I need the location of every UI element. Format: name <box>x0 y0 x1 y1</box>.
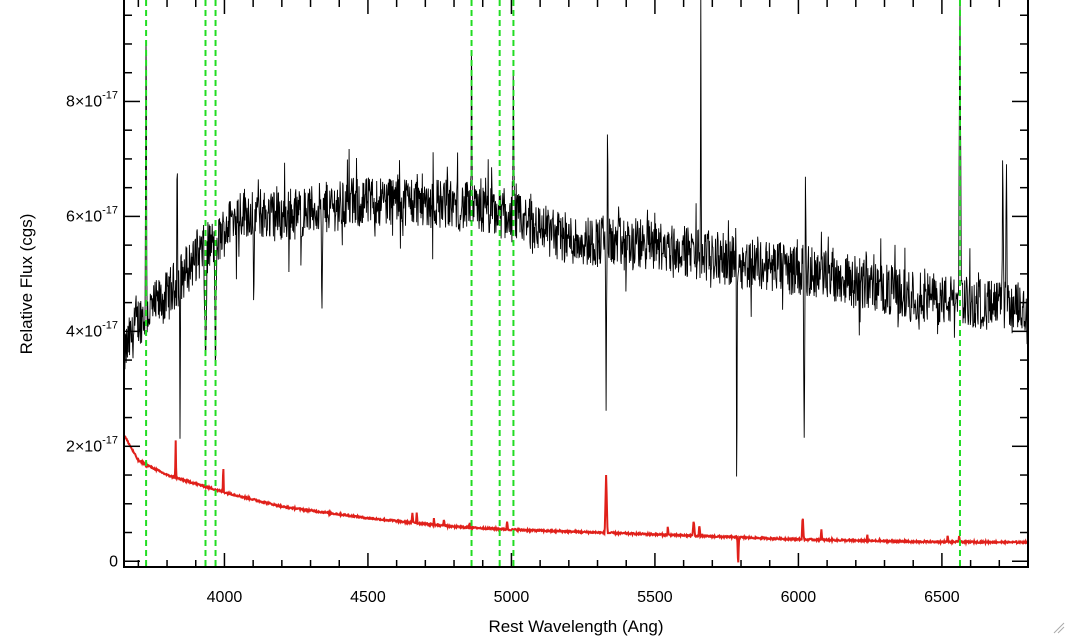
x-tick-label: 6500 <box>924 589 960 606</box>
error-series-line <box>124 434 1028 563</box>
axis-ticks <box>124 0 1029 567</box>
y-tick-label: 8×10-17 <box>66 89 118 110</box>
x-axis-title: Rest Wavelength (Ang) <box>488 617 663 636</box>
x-tick-label: 5500 <box>637 589 673 606</box>
y-axis-title: Relative Flux (cgs) <box>17 214 36 355</box>
x-tick-label: 6000 <box>781 589 817 606</box>
tick-labels: 4000 4500 5000 5500 6000 6500 0 2×10-17 4×10-17 6… <box>66 89 960 606</box>
series-layer <box>124 0 1028 563</box>
resize-grip-icon[interactable] <box>1053 622 1065 634</box>
spectrum-series-line <box>124 0 1028 477</box>
plot-frame <box>123 0 1029 568</box>
x-tick-label: 4000 <box>207 589 243 606</box>
y-tick-label: 2×10-17 <box>66 434 118 455</box>
x-tick-label: 5000 <box>494 589 530 606</box>
emission-line-markers <box>145 0 961 567</box>
y-tick-label: 4×10-17 <box>66 319 118 340</box>
y-tick-label: 0 <box>109 553 118 570</box>
x-tick-label: 4500 <box>350 589 386 606</box>
y-tick-label: 6×10-17 <box>66 204 118 225</box>
